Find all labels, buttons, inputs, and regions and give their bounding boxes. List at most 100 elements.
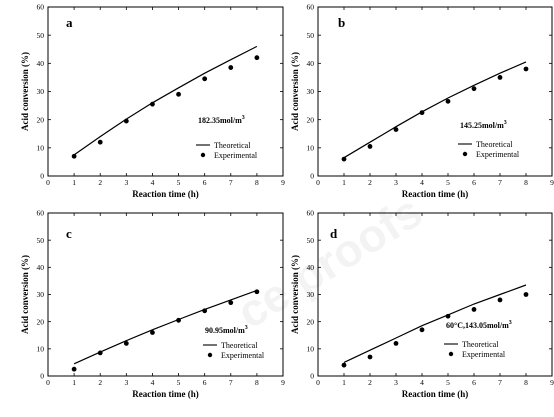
x-tick-label: 4 [420,378,424,387]
legend-label: Theoretical [221,341,258,350]
condition-label: 182.35mol/m3 [198,115,245,125]
x-tick-label: 0 [46,378,50,387]
series-line-theoretical [343,61,527,159]
x-tick-label: 7 [498,378,502,387]
legend-dot-swatch [462,151,468,157]
x-tick-label: 8 [524,378,528,387]
y-tick-label: 20 [307,115,315,124]
x-tick-label: 5 [446,178,450,187]
y-tick-label: 60 [307,209,315,218]
x-tick-label: 4 [151,178,155,187]
data-point-experimental [341,362,347,368]
x-tick-label: 0 [46,178,50,187]
x-tick-label: 2 [98,378,102,387]
y-tick-label: 30 [307,87,315,96]
y-tick-label: 0 [40,372,44,381]
series-line-theoretical [73,289,258,365]
data-point-experimental [150,330,155,335]
x-tick-label: 0 [316,178,320,187]
y-tick-label: 40 [307,263,315,272]
x-tick-label: 5 [177,378,181,387]
x-tick-label: 3 [124,178,128,187]
panel-b: 0 1 2 3 4 5 6 7 8 9 0 10 20 30 40 50 60 Reaction time (h)… [290,3,554,199]
legend-dot-swatch [200,152,206,158]
x-tick-label: 6 [203,378,207,387]
data-point-experimental [254,289,260,295]
data-point-experimental [497,297,503,303]
condition-label: 90.95mol/m3 [205,325,248,335]
data-point-experimental [71,153,77,159]
y-axis-label: Acid conversion (%) [20,255,30,334]
x-tick-label: 8 [255,378,259,387]
data-point-experimental [228,300,234,306]
y-tick-label: 50 [37,31,45,40]
x-tick-label: 6 [203,178,207,187]
x-axis-label: Reaction time (h) [402,389,468,399]
x-tick-label: 9 [550,178,554,187]
x-tick-label: 5 [177,178,181,187]
y-tick-label: 50 [307,236,315,245]
y-tick-label: 40 [37,59,45,68]
x-tick-label: 3 [394,178,398,187]
x-tick-label: 6 [472,178,476,187]
data-point-experimental [393,127,399,132]
legend-label: Theoretical [214,141,251,150]
x-tick-label: 1 [72,178,76,187]
condition-superscript: 3 [242,115,245,121]
legend-dot-swatch [207,352,213,358]
x-tick-label: 8 [255,178,259,187]
legend-label: Experimental [221,351,265,360]
data-point-experimental [123,118,129,124]
series-line-theoretical [73,45,258,156]
y-tick-label: 30 [37,87,45,96]
x-tick-label: 9 [550,378,554,387]
legend-label: Experimental [214,151,258,160]
data-point-experimental [97,350,103,356]
data-point-experimental [176,91,181,97]
x-tick-label: 3 [394,378,398,387]
data-point-experimental [471,86,477,92]
x-tick-label: 7 [229,178,233,187]
data-point-experimental [419,327,425,333]
y-tick-label: 10 [307,344,315,353]
y-tick-label: 0 [310,372,314,381]
y-tick-label: 50 [37,236,45,245]
data-point-experimental [341,156,347,162]
x-tick-label: 9 [281,178,285,187]
y-tick-label: 20 [37,317,45,326]
y-tick-label: 10 [37,344,45,353]
y-tick-label: 20 [37,115,45,124]
data-point-experimental [228,65,234,70]
x-tick-label: 0 [316,378,320,387]
y-tick-label: 60 [37,209,45,218]
y-tick-label: 30 [307,290,315,299]
data-point-experimental [393,341,399,346]
y-tick-label: 40 [37,263,45,272]
data-point-experimental [202,308,208,314]
x-tick-label: 3 [124,378,128,387]
x-tick-label: 7 [229,378,233,387]
data-point-experimental [202,76,208,82]
x-axis-label: Reaction time (h) [132,389,198,399]
data-point-experimental [523,292,529,297]
data-point-experimental [445,98,451,104]
data-point-experimental [419,110,425,116]
y-tick-label: 0 [310,172,314,181]
panel-a: 0 1 2 3 4 5 6 7 8 9 0 10 20 30 40 50 60 Reaction time (h)… [20,3,285,199]
x-tick-label: 6 [472,378,476,387]
y-tick-label: 0 [40,172,44,181]
data-point-experimental [176,317,181,323]
data-point-experimental [367,354,373,360]
legend-dot-swatch [448,351,454,357]
data-point-experimental [150,101,155,107]
legend-label: Experimental [476,150,520,159]
x-tick-label: 1 [342,378,346,387]
legend-label: Theoretical [476,140,513,149]
x-tick-label: 9 [281,378,285,387]
y-tick-label: 60 [307,3,315,12]
data-point-experimental [367,144,373,149]
data-point-experimental [97,139,103,145]
x-tick-label: 2 [98,178,102,187]
data-point-experimental [71,366,77,372]
